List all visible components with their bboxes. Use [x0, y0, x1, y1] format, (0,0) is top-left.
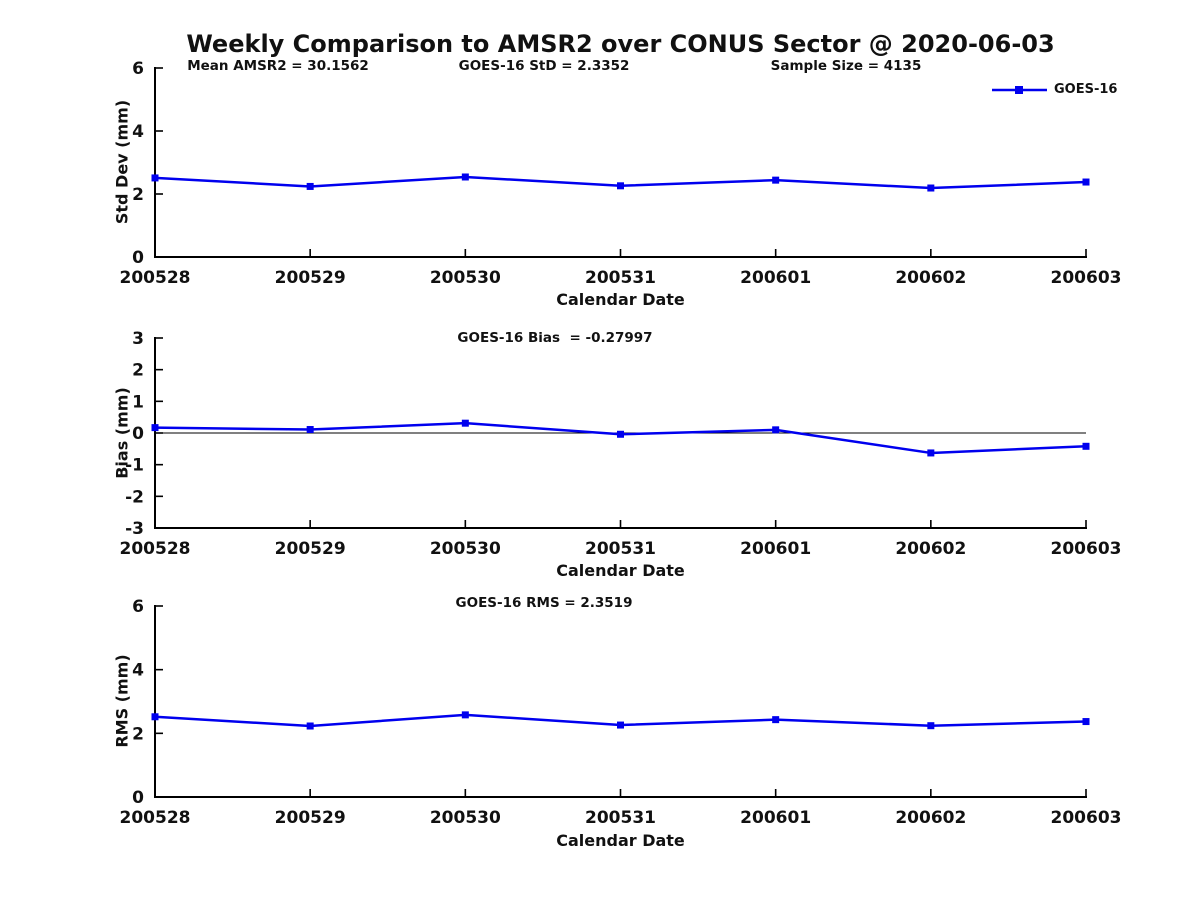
svg-text:200530: 200530	[430, 539, 501, 559]
svg-text:2: 2	[132, 361, 144, 381]
annotation-goes16-std: GOES-16 StD = 2.3352	[458, 58, 630, 74]
rms-x-axis-title: Calendar Date	[556, 831, 685, 850]
svg-text:6: 6	[132, 59, 144, 79]
stddev-y-axis-title: Std Dev (mm)	[112, 99, 132, 225]
svg-text:200531: 200531	[585, 539, 656, 559]
svg-text:200531: 200531	[585, 268, 656, 288]
svg-text:200602: 200602	[895, 808, 966, 828]
svg-text:-3: -3	[125, 519, 144, 539]
svg-text:200601: 200601	[740, 808, 811, 828]
figure-title: Weekly Comparison to AMSR2 over CONUS Se…	[186, 30, 1055, 58]
svg-text:4: 4	[132, 661, 144, 681]
annotation-sample-size: Sample Size = 4135	[770, 58, 922, 74]
svg-text:200528: 200528	[120, 539, 191, 559]
svg-text:200602: 200602	[895, 539, 966, 559]
annotation-goes16-rms: GOES-16 RMS = 2.3519	[455, 595, 633, 611]
annotation-mean-amsr2: Mean AMSR2 = 30.1562	[187, 58, 369, 74]
svg-text:200528: 200528	[120, 808, 191, 828]
svg-text:200603: 200603	[1051, 268, 1122, 288]
svg-text:4: 4	[132, 122, 144, 142]
bias-y-axis-title: Bias (mm)	[112, 387, 132, 479]
svg-text:200529: 200529	[275, 808, 346, 828]
svg-text:6: 6	[132, 597, 144, 617]
svg-text:200603: 200603	[1051, 539, 1122, 559]
svg-text:200530: 200530	[430, 268, 501, 288]
svg-text:2: 2	[132, 185, 144, 205]
rms-y-axis-title: RMS (mm)	[112, 654, 132, 748]
rms-plot: 0 2 4 6 200528 200529 200530 200531 200601 200602…	[120, 597, 1122, 828]
svg-text:200601: 200601	[740, 539, 811, 559]
bias-plot: -3 -2 -1 0 1 2 3 200528 200529 200530 200531 200601…	[120, 329, 1122, 559]
svg-text:200528: 200528	[120, 268, 191, 288]
svg-text:200529: 200529	[275, 539, 346, 559]
svg-text:200531: 200531	[585, 808, 656, 828]
svg-text:200529: 200529	[275, 268, 346, 288]
svg-text:3: 3	[132, 329, 144, 349]
svg-text:0: 0	[132, 788, 144, 808]
svg-text:0: 0	[132, 424, 144, 444]
svg-text:200530: 200530	[430, 808, 501, 828]
svg-text:1: 1	[132, 392, 144, 412]
svg-text:200602: 200602	[895, 268, 966, 288]
legend-line-marker-icon	[992, 86, 1047, 94]
bias-x-axis-title: Calendar Date	[556, 561, 685, 580]
svg-text:-2: -2	[125, 487, 144, 507]
svg-text:0: 0	[132, 248, 144, 268]
stddev-plot: 0 2 4 6 200528 200529 200530 200531 200601 200602…	[120, 59, 1122, 288]
svg-text:-1: -1	[125, 456, 144, 476]
annotation-goes16-bias: GOES-16 Bias = -0.27997	[457, 330, 653, 346]
stddev-x-axis-title: Calendar Date	[556, 290, 685, 309]
svg-text:200603: 200603	[1051, 808, 1122, 828]
svg-text:2: 2	[132, 724, 144, 744]
svg-text:200601: 200601	[740, 268, 811, 288]
legend-label: GOES-16	[1054, 82, 1118, 97]
